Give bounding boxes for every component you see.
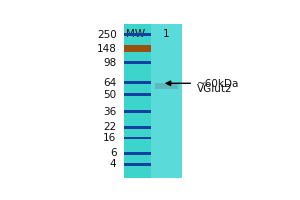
Bar	[124, 33, 152, 36]
Bar	[124, 93, 152, 96]
Bar	[124, 163, 152, 166]
Text: 22: 22	[103, 122, 117, 132]
Text: 250: 250	[97, 30, 117, 40]
Text: 36: 36	[103, 107, 117, 117]
Text: ~60kDa: ~60kDa	[197, 79, 239, 89]
Text: 6: 6	[110, 148, 117, 158]
Bar	[155, 83, 178, 89]
Text: 4: 4	[110, 159, 117, 169]
Bar	[124, 126, 152, 129]
Bar	[124, 24, 182, 178]
Text: MW: MW	[126, 29, 145, 39]
Bar	[124, 61, 152, 64]
Text: VGlut2: VGlut2	[197, 84, 232, 94]
Text: 98: 98	[103, 58, 117, 68]
Bar	[124, 137, 152, 139]
Bar	[124, 45, 152, 52]
Text: 148: 148	[97, 44, 117, 54]
Text: 50: 50	[103, 90, 117, 100]
Bar	[124, 152, 152, 155]
Text: 16: 16	[103, 133, 117, 143]
Text: 64: 64	[103, 78, 117, 88]
Text: 1: 1	[163, 29, 170, 39]
Bar	[124, 81, 152, 84]
Bar	[124, 110, 152, 113]
Bar	[152, 24, 182, 178]
